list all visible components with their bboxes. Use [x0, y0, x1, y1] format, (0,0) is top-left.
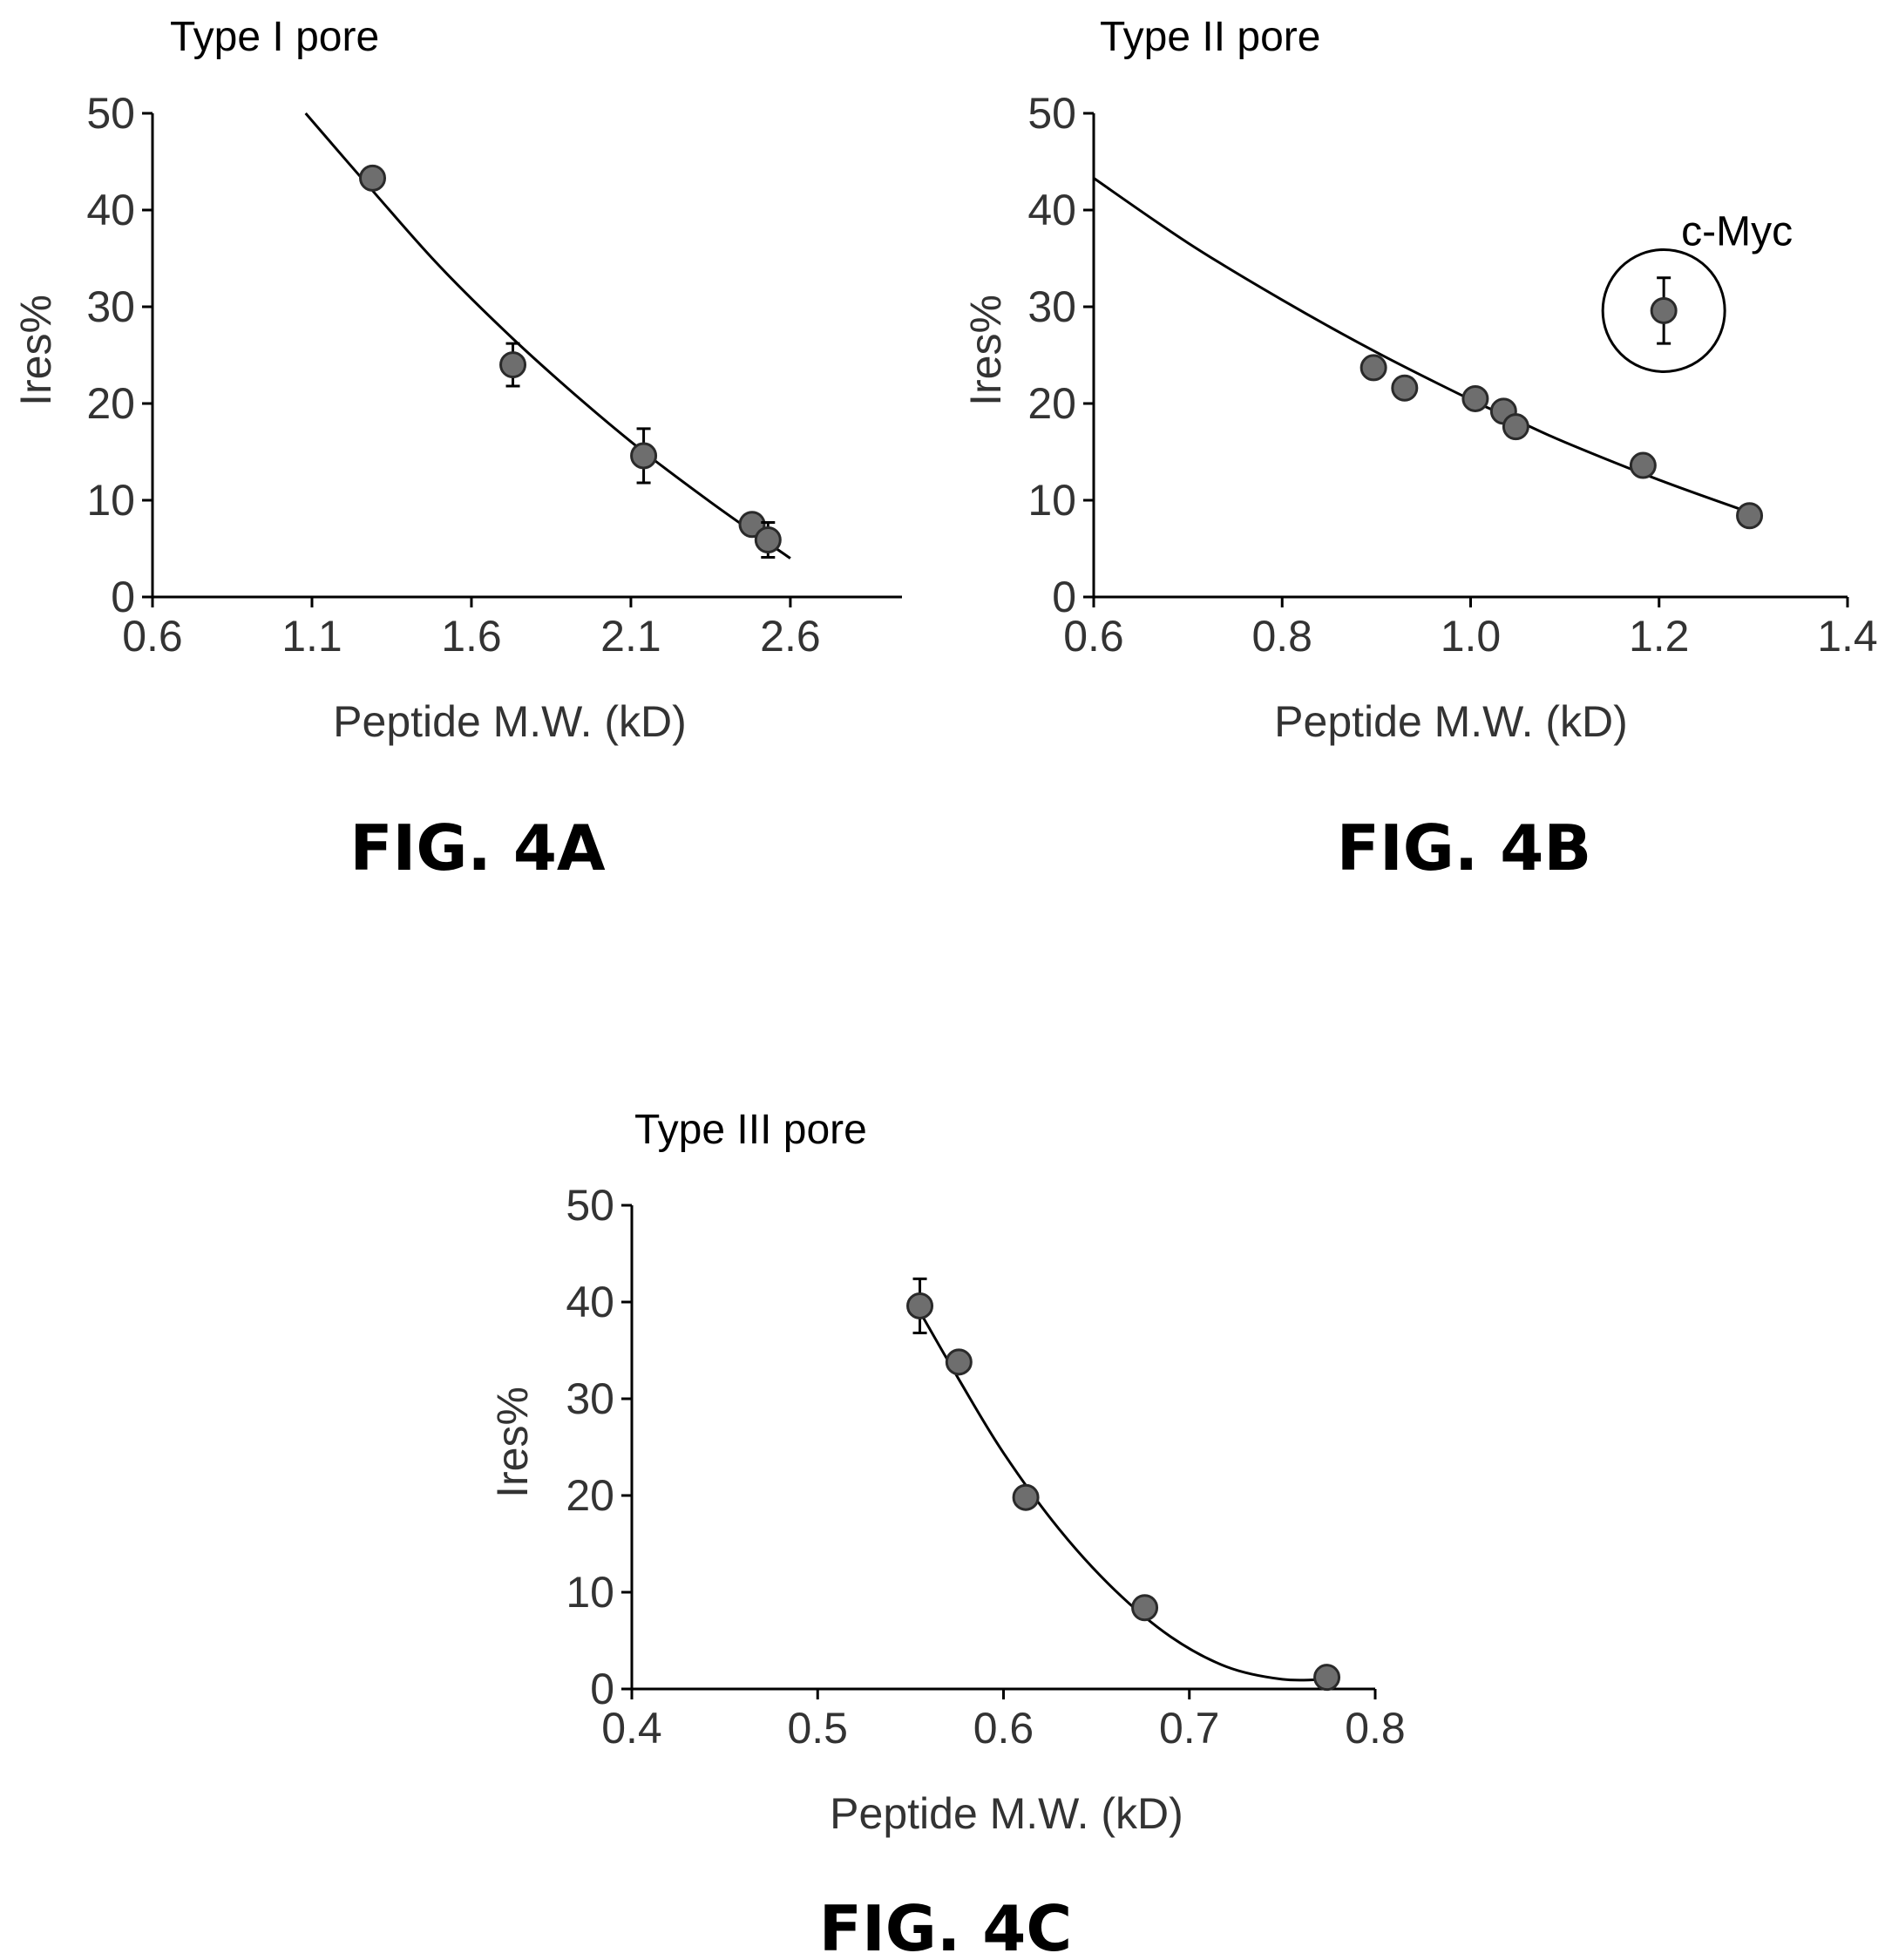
x-tick-label: 0.6: [122, 612, 183, 661]
x-tick-label: 1.4: [1817, 612, 1878, 661]
x-tick-label: 0.6: [1063, 612, 1124, 661]
y-tick-label: 0: [111, 573, 135, 621]
data-point: [754, 526, 782, 554]
x-tick-label: 1.0: [1441, 612, 1502, 661]
chart-title: Type I pore: [170, 14, 379, 60]
y-tick-label: 50: [1027, 89, 1076, 138]
data-point: [1629, 451, 1657, 479]
chart-title: Type II pore: [1100, 14, 1320, 60]
data-point: [1461, 384, 1489, 412]
plot-area: 0 10 20 30 40 50 0.4 0.5 0.6 0.7 0.8: [566, 1181, 1405, 1753]
plot-area: 0 10 20 30 40 50 0.6 0.8 1.0 1.2 1.4 c-Myc: [1027, 89, 1877, 661]
data-point: [1502, 413, 1529, 441]
x-tick-label: 0.8: [1251, 612, 1312, 661]
figure-label: FIG. 4A: [349, 811, 606, 885]
data-point: [906, 1292, 934, 1319]
y-tick-label: 0: [590, 1665, 614, 1713]
y-tick-label: 20: [1027, 379, 1076, 428]
chart-panel-type-1: Type I pore 0 10 20 30 40 50 0.6 1.1 1.6 2.1 2.6 P…: [11, 14, 902, 885]
fit-curve: [304, 112, 791, 560]
data-point: [499, 351, 527, 379]
y-tick-label: 40: [1027, 186, 1076, 234]
y-tick-label: 0: [1052, 573, 1076, 621]
y-tick-label: 30: [86, 282, 135, 331]
y-tick-label: 40: [86, 186, 135, 234]
y-tick-label: 10: [86, 476, 135, 525]
data-point: [630, 442, 658, 470]
x-tick-label: 1.1: [281, 612, 342, 661]
data-point: [1313, 1664, 1341, 1692]
annotation-circle: [1601, 248, 1726, 373]
x-tick-label: 0.4: [601, 1704, 662, 1753]
x-axis-title: Peptide M.W. (kD): [333, 697, 687, 746]
y-tick-label: 40: [566, 1278, 614, 1326]
data-point: [1131, 1594, 1159, 1622]
y-axis-title: Ires%: [488, 1387, 537, 1498]
y-axis-title: Ires%: [11, 295, 60, 406]
x-tick-label: 0.8: [1345, 1704, 1406, 1753]
x-tick-label: 2.6: [760, 612, 821, 661]
x-tick-label: 1.6: [441, 612, 502, 661]
chart-panel-type-3: Type III pore 0 10 20 30 40 50 0.4 0.5 0.6 0.7 0.8…: [488, 1107, 1406, 1960]
y-tick-label: 50: [566, 1181, 614, 1230]
data-point: [945, 1348, 973, 1376]
y-tick-label: 50: [86, 89, 135, 138]
data-point: [1012, 1483, 1040, 1511]
y-tick-label: 20: [86, 379, 135, 428]
y-tick-label: 30: [1027, 282, 1076, 331]
y-tick-label: 10: [1027, 476, 1076, 525]
annotation-label: c-Myc: [1681, 208, 1793, 254]
fit-curve: [919, 1311, 1327, 1682]
plot-area: 0 10 20 30 40 50 0.6 1.1 1.6 2.1 2.6: [86, 89, 902, 661]
x-tick-label: 1.2: [1629, 612, 1690, 661]
y-tick-label: 20: [566, 1471, 614, 1520]
x-tick-label: 0.6: [973, 1704, 1034, 1753]
figure-label: FIG. 4B: [1337, 811, 1591, 885]
x-tick-label: 2.1: [600, 612, 661, 661]
x-axis-title: Peptide M.W. (kD): [1274, 697, 1628, 746]
y-tick-label: 10: [566, 1568, 614, 1617]
y-tick-label: 30: [566, 1374, 614, 1423]
x-tick-label: 0.5: [787, 1704, 848, 1753]
y-axis-title: Ires%: [961, 295, 1010, 406]
x-tick-label: 0.7: [1159, 1704, 1220, 1753]
figure-label: FIG. 4C: [819, 1892, 1072, 1960]
data-point: [1391, 374, 1419, 402]
data-point: [1650, 296, 1678, 324]
data-point: [1736, 502, 1764, 530]
x-axis-title: Peptide M.W. (kD): [830, 1789, 1183, 1838]
data-point: [738, 511, 766, 539]
chart-title: Type III pore: [634, 1107, 867, 1153]
data-point: [359, 164, 387, 192]
data-point: [1360, 354, 1387, 382]
chart-panel-type-2: Type II pore 0 10 20 30 40 50 0.6 0.8 1.0 1.2 1.4 c…: [961, 14, 1878, 885]
